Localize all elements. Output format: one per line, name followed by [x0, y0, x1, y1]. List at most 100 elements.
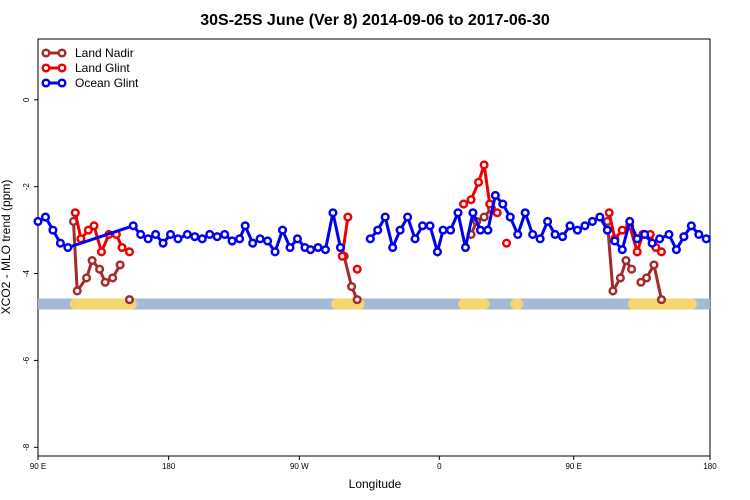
data-point	[655, 234, 665, 244]
data-point	[410, 234, 420, 244]
legend-marker	[41, 48, 51, 58]
data-point	[70, 208, 80, 218]
data-point	[617, 225, 627, 235]
data-point	[248, 238, 258, 248]
data-point	[498, 199, 508, 209]
data-point	[604, 208, 614, 218]
data-point	[543, 216, 553, 226]
data-point	[320, 245, 331, 255]
data-point	[373, 225, 383, 235]
data-point	[647, 238, 657, 248]
x-tick-label: 180	[162, 462, 176, 471]
data-point	[48, 225, 58, 235]
series-layer	[33, 160, 711, 305]
data-point	[595, 212, 605, 222]
data-point	[459, 199, 469, 209]
data-point	[479, 160, 489, 170]
data-point	[445, 225, 456, 235]
data-point	[190, 232, 200, 242]
data-point	[263, 236, 273, 246]
data-point	[686, 221, 696, 231]
data-point	[632, 247, 642, 257]
series-ocean-glint	[33, 190, 711, 258]
data-point	[277, 225, 288, 235]
legend-label: Land Nadir	[75, 46, 134, 60]
data-point	[158, 238, 168, 248]
y-axis: 0 -2 -4 -6 -8	[22, 97, 38, 451]
data-point	[83, 225, 93, 235]
data-point	[492, 208, 502, 218]
data-point	[490, 190, 500, 200]
x-tick-label: 0	[437, 462, 442, 471]
data-point	[95, 264, 105, 274]
data-point	[55, 238, 65, 248]
x-tick-label: 90 E	[565, 462, 581, 471]
data-point	[313, 242, 323, 253]
data-point	[656, 247, 667, 257]
data-point	[343, 212, 353, 222]
x-axis: 90 E 180 90 W 0 90 E 180	[30, 456, 717, 471]
data-point	[72, 286, 82, 296]
data-point	[388, 242, 398, 253]
data-point	[432, 247, 443, 257]
data-point	[328, 208, 338, 218]
y-tick-label: -4	[22, 269, 31, 277]
data-point	[640, 229, 650, 240]
x-tick-label: 180	[703, 462, 717, 471]
data-point	[679, 232, 689, 242]
data-point	[395, 225, 405, 235]
data-point	[617, 245, 627, 255]
data-point	[182, 229, 192, 240]
data-point	[205, 229, 215, 240]
legend-label: Ocean Glint	[75, 76, 139, 90]
y-tick-label: -8	[22, 443, 31, 451]
data-point	[535, 234, 545, 244]
data-point	[610, 236, 620, 246]
legend-marker	[41, 63, 51, 73]
data-point	[255, 234, 265, 244]
data-point	[96, 247, 107, 257]
data-point	[664, 229, 674, 240]
data-point	[197, 234, 207, 244]
data-point	[621, 255, 631, 266]
data-point	[602, 225, 612, 235]
data-point	[337, 251, 347, 261]
data-point	[608, 286, 618, 296]
data-point	[212, 232, 222, 242]
series-land-glint	[70, 160, 667, 274]
data-point	[124, 247, 135, 257]
data-point	[117, 242, 127, 253]
data-point	[89, 221, 99, 231]
data-point	[649, 260, 659, 270]
data-point	[108, 273, 118, 283]
data-point	[473, 177, 484, 187]
plot-frame	[37, 38, 711, 457]
data-point	[136, 229, 146, 240]
data-point	[479, 212, 489, 222]
data-point	[572, 225, 583, 235]
data-point	[501, 238, 512, 248]
data-point	[165, 229, 176, 240]
data-point	[520, 208, 530, 218]
data-point	[636, 277, 646, 287]
data-point	[352, 295, 362, 305]
legend-marker	[57, 48, 67, 58]
data-point	[285, 242, 295, 253]
y-tick-label: -6	[22, 356, 31, 364]
data-point	[220, 229, 230, 240]
legend-marker	[57, 78, 67, 88]
data-point	[641, 273, 652, 283]
data-point	[33, 216, 43, 226]
data-point	[227, 236, 237, 246]
data-point	[625, 216, 635, 226]
data-point	[550, 229, 560, 240]
data-point	[143, 234, 153, 244]
data-point	[128, 221, 138, 231]
data-point	[380, 212, 390, 222]
x-axis-label: Longitude	[349, 477, 402, 491]
data-point	[335, 242, 345, 253]
legend-label: Land Glint	[75, 61, 130, 75]
data-point	[305, 245, 316, 255]
legend-item: Land Nadir	[41, 46, 134, 60]
